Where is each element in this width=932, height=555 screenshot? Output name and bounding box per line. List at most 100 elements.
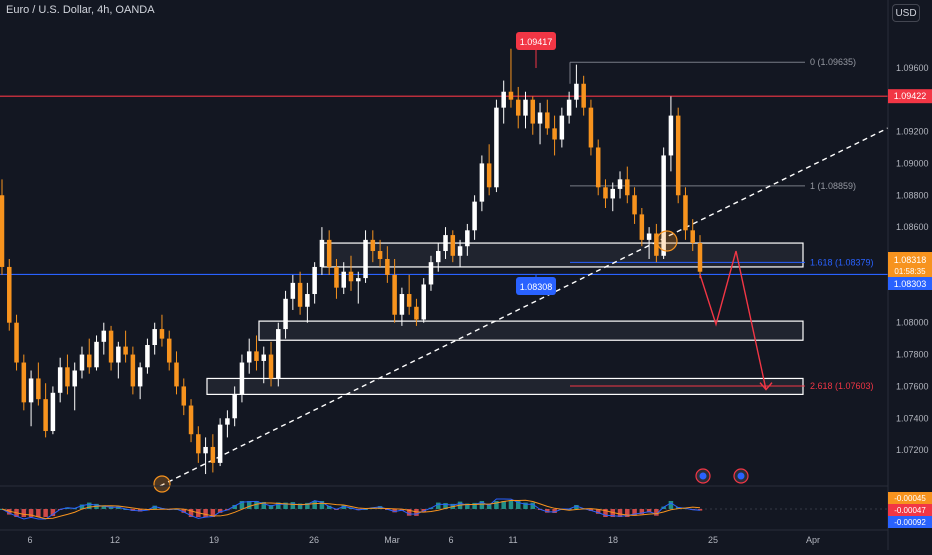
macd-histogram-bar [486,504,492,509]
candle [239,354,245,403]
candle [283,290,288,339]
candle-body [421,284,426,320]
candle [174,351,179,395]
candle-body [654,233,659,256]
candle [501,80,506,124]
candle-body [36,378,41,400]
candle-body [523,99,528,116]
candle-body [65,367,70,387]
chart-title: Euro / U.S. Dollar, 4h, OANDA [6,4,155,16]
macd-histogram-bar [239,501,245,509]
macd-histogram-bar [632,509,637,516]
candle [152,322,157,355]
macd-histogram-bar [479,501,485,509]
fib-level-label: 0 (1.09635) [810,57,856,67]
candle-body [196,434,201,454]
macd-histogram-bar [203,509,208,517]
candle [276,322,281,387]
candle-body [479,163,485,202]
marker-circle [153,475,171,493]
candle-body [465,230,470,247]
candle-body [319,239,325,267]
candle-body [283,298,288,330]
candle-body [625,179,630,196]
macd-histogram-bar [7,509,12,515]
current-price-label: 1.08318 [894,255,927,265]
currency-button[interactable]: USD [892,4,920,22]
candle-body [392,274,397,315]
candle [632,187,637,224]
candle-body [261,354,267,361]
candle [363,230,368,283]
candle [472,195,477,240]
candle-body [472,201,477,231]
candle [421,278,426,323]
candle-body [225,418,230,425]
candle [654,223,659,263]
macd-histogram-bar [472,502,477,509]
candle [254,335,259,371]
candle-body [28,378,34,403]
candle-body [610,188,616,199]
candle-body [86,354,92,368]
resistance-price-tag [888,89,932,104]
candle [661,147,666,259]
candle [217,418,223,467]
macd-histogram-bar [312,501,317,509]
candle [72,362,77,411]
time-tick-label: 6 [448,535,453,545]
candle-body [101,330,107,342]
candle-body [137,367,143,387]
macd-histogram-bar [406,509,412,516]
candle [86,338,92,374]
candle-body [174,362,179,387]
candle [406,274,412,315]
candle-body [94,341,99,368]
price-tick-label: 1.07200 [896,445,929,455]
candle-body [443,235,448,252]
candle-body [377,251,383,259]
macd-histogram-bar [101,505,107,509]
candle-body [646,233,652,240]
macd-histogram-bar [152,505,157,509]
candle-body [683,195,688,231]
macd-histogram-bar [28,509,34,517]
candle [108,325,114,371]
candle-body [79,354,85,371]
macd-histogram-bar [523,502,528,509]
candle-body [348,271,354,282]
candle-body [639,214,645,240]
macd-histogram-bar [668,501,674,509]
support-zone[interactable] [258,320,804,341]
candle [574,64,579,108]
candle-body [406,294,412,307]
candle [508,48,514,108]
candle [268,341,274,387]
candle-body [341,271,346,288]
candle-body [617,179,623,189]
candle-body [130,354,136,387]
projection-path[interactable] [699,250,767,390]
time-tick-label: 26 [309,535,319,545]
candle-body [123,346,128,355]
current-price-tag [888,252,932,278]
candle [479,155,485,212]
macd-histogram-bar [646,509,652,513]
candle [675,107,681,204]
trendline[interactable] [159,127,889,487]
candle-body [574,83,579,100]
candle-body [7,266,12,323]
candle-body [43,399,48,432]
candle-body [508,91,514,100]
candle-body [210,446,216,463]
candle-body [668,115,674,156]
candle-body [545,112,550,129]
candle [79,346,85,379]
marker-circle [656,230,678,252]
candle [392,258,397,323]
macd-histogram-bar [326,505,332,509]
candle [57,357,63,403]
macd-histogram-bar [261,501,267,509]
